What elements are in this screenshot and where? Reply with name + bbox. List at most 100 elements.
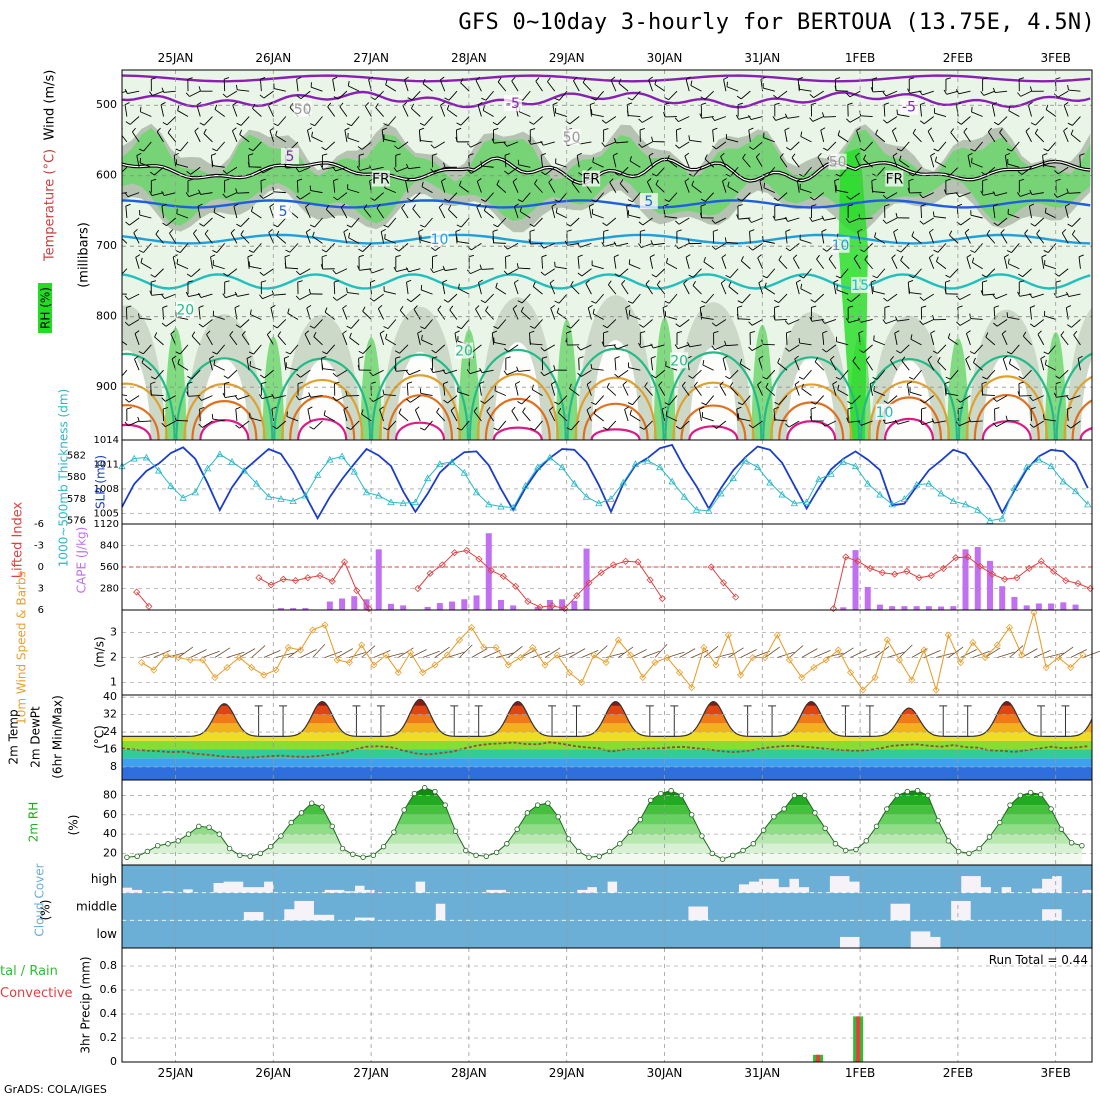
cloud-cell-high	[860, 865, 871, 893]
cloud-cell-high	[1072, 865, 1083, 893]
cloud-cell-low	[375, 920, 386, 948]
cloud-cell-middle	[658, 893, 669, 921]
wind-barb	[176, 420, 188, 421]
wind-barb-flag	[457, 237, 458, 242]
rh-marker	[638, 817, 643, 822]
rh-marker	[279, 834, 284, 839]
contour-label: 50	[563, 130, 581, 146]
wind-barb-10m	[190, 649, 206, 657]
cloud-cell-middle	[688, 893, 699, 907]
rh-marker	[751, 841, 756, 846]
wind-barb-10m	[728, 648, 743, 658]
cloud-cell-low	[556, 920, 567, 948]
cloud-cell-low	[455, 920, 466, 948]
cloud-cell-middle	[556, 893, 567, 921]
rh-marker	[196, 824, 201, 829]
cape-bar	[327, 602, 333, 610]
wind-barb	[775, 319, 787, 320]
cloud-cell-middle	[354, 893, 365, 918]
cloud-cell-middle	[637, 893, 648, 921]
cloud-cell-low	[1062, 920, 1073, 948]
cloud-cell-middle	[981, 893, 992, 921]
cloud-cell-high	[395, 865, 406, 893]
rh-marker	[915, 788, 920, 793]
cloud-cell-low	[607, 920, 618, 948]
cloud-cell-high	[698, 865, 709, 893]
cloud-cell-high	[253, 865, 264, 887]
rh-marker	[730, 853, 735, 858]
wind-barb	[494, 243, 506, 244]
cloud-cell-high	[334, 865, 345, 890]
cloud-cell-high	[809, 865, 820, 893]
cloud-cell-low	[971, 920, 982, 948]
cloud-cell-low	[152, 920, 163, 948]
rh-marker	[813, 811, 818, 816]
wind-barb-10m	[264, 650, 281, 657]
cloud-cell-high	[385, 865, 396, 893]
rh-marker	[525, 811, 530, 816]
cape-bar	[584, 549, 590, 610]
cloud-cell-middle	[668, 893, 679, 921]
rh-marker	[515, 827, 520, 832]
cloud-cell-high	[708, 865, 719, 893]
rh-marker	[155, 843, 160, 848]
cloud-cell-middle	[940, 893, 951, 921]
cloud-cell-high	[991, 865, 1002, 893]
wind-barb-flag	[114, 377, 119, 379]
contour-label: -5	[506, 96, 520, 112]
rh-marker	[1059, 827, 1064, 832]
cape-bar	[914, 606, 920, 610]
cape-bar	[889, 606, 895, 610]
rh-marker	[607, 849, 612, 854]
rh-marker	[535, 803, 540, 808]
cloud-cell-middle	[466, 893, 477, 921]
slp-frame	[122, 440, 1092, 524]
cloud-cell-middle	[425, 893, 436, 921]
cloud-cell-high	[607, 865, 618, 882]
cloud-cell-high	[365, 865, 376, 890]
wind-barb-flag	[114, 275, 118, 277]
contour-label: 20	[176, 303, 194, 319]
cloud-cell-low	[637, 920, 648, 948]
cloud-cell-middle	[930, 893, 941, 921]
wind-barb-10m	[508, 646, 522, 657]
cloud-cell-low	[536, 920, 547, 948]
wind-axis-label: 10m Wind Speed & Barbs	[15, 571, 29, 725]
cloud-cell-middle	[860, 893, 871, 921]
precip-tick-label: 0.4	[100, 1007, 118, 1020]
cloud-cell-high	[263, 865, 274, 882]
wind-barb-10m	[814, 650, 831, 657]
slp-line	[122, 445, 1088, 518]
cloud-cell-low	[203, 920, 214, 948]
cloud-cell-middle	[1001, 893, 1012, 921]
cloud-cell-high	[930, 865, 941, 893]
cloud-cell-middle	[546, 893, 557, 921]
cloud-cell-high	[880, 865, 891, 893]
wind-barb-flag	[629, 259, 630, 264]
cloud-cell-middle	[304, 893, 315, 901]
precip-axis-label: 3hr Precip (mm)	[79, 956, 93, 1053]
cloud-cell-high	[728, 865, 739, 893]
cloud-cell-low	[708, 920, 719, 948]
cloud-cell-high	[425, 865, 436, 893]
rh-marker	[227, 846, 232, 851]
cloud-cell-low	[314, 920, 325, 948]
cloud-cell-low	[769, 920, 780, 948]
date-label-bottom: 25JAN	[158, 1066, 194, 1080]
cloud-cell-low	[850, 920, 861, 937]
wind-barb-10m	[215, 648, 230, 658]
temp-band	[122, 715, 1092, 724]
cloud-cell-high	[829, 865, 840, 876]
wind-barb	[152, 395, 164, 396]
rh-marker	[689, 812, 694, 817]
legend-temperature: Temperature (°C)	[43, 149, 58, 262]
cloud-cell-low	[223, 920, 234, 948]
wind-barb	[334, 282, 335, 294]
cloud-cell-high	[375, 865, 386, 893]
xs-ytick-label: 800	[96, 310, 117, 323]
cape-bar	[498, 600, 504, 610]
wind-barb-flag	[897, 110, 898, 115]
rh-marker	[679, 793, 684, 798]
xs-ytick-label: 500	[96, 98, 117, 111]
cloud-cell-middle	[213, 893, 224, 921]
